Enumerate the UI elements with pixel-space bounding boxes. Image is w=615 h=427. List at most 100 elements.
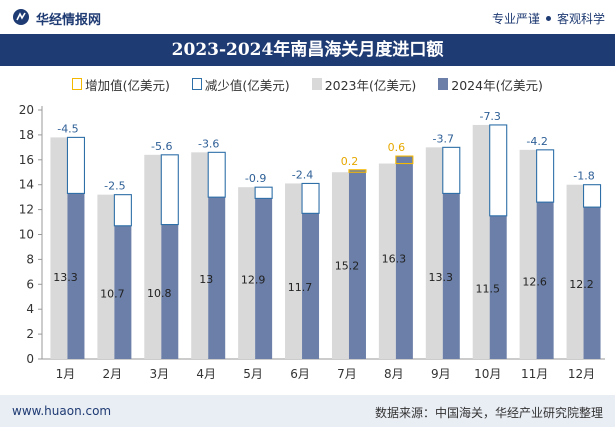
legend-swatch-2023 [311,78,322,90]
bar-2024 [161,224,179,359]
value-label-2024: 10.8 [147,287,172,300]
legend-item-2024: 2024年(亿美元) [438,74,543,94]
increase-box [348,169,367,173]
y-tick-label: 0 [26,352,34,366]
x-tick-label: 9月 [431,367,451,381]
legend-label-increase: 增加值(亿美元) [85,77,170,93]
x-tick-label: 12月 [568,367,595,381]
top-bar: 华经情报网 专业严谨 客观科学 [0,0,615,34]
value-label-2024: 12.9 [241,274,266,287]
x-tick-label: 7月 [337,367,357,381]
increase-box [395,155,414,165]
bar-2023 [378,163,396,359]
decrease-box [254,186,273,199]
slogan: 专业严谨 客观科学 [492,10,605,27]
legend-swatch-increase [72,78,83,90]
bar-2024 [442,193,460,359]
x-tick-label: 10月 [474,367,501,381]
change-label: -1.8 [573,170,594,183]
x-tick-label: 11月 [521,367,548,381]
x-tick-label: 8月 [384,367,404,381]
site-name: 华经情报网 [36,13,102,28]
bar-2023 [50,137,68,359]
x-tick-label: 6月 [290,367,310,381]
change-label: -4.5 [57,122,78,135]
bar-2024 [208,197,226,359]
bar-2024 [302,213,320,359]
legend-label-2023: 2023年(亿美元) [324,77,417,93]
x-tick-label: 2月 [103,367,123,381]
bar-2024 [114,225,132,359]
bar-2024 [67,193,85,359]
value-label-2024: 16.3 [382,253,407,266]
change-label: -3.6 [198,137,219,150]
bar-2023 [472,124,490,359]
decrease-box [113,194,132,227]
bar-2023 [285,183,303,359]
change-label: -4.2 [526,135,547,148]
bar-2023 [566,184,584,359]
change-label: 0.6 [388,141,406,154]
decrease-box [582,184,602,208]
value-label-2024: 12.6 [522,276,547,289]
footer-bar: www.huaon.com 数据来源：中国海关，华经产业研究院整理 [0,395,615,427]
bar-2024 [255,198,273,359]
y-tick-label: 14 [19,178,34,192]
y-tick-label: 4 [26,302,34,316]
change-label: -5.6 [151,140,172,153]
change-label: -0.9 [245,172,266,185]
bar-2024 [489,215,507,359]
bar-2023 [331,172,349,359]
chart-area: 0 2 4 6 8 10 12 14 16 18 20 -4.5 13.3 1月 -2.5 10.7 2月 -5.… [0,96,615,388]
y-tick-label: 8 [26,252,34,266]
y-tick-label: 6 [26,277,34,291]
bar-2023 [519,149,537,359]
slogan-left: 专业严谨 [491,12,540,26]
decrease-box [207,151,226,198]
y-tick-label: 18 [19,128,34,142]
legend-item-2023: 2023年(亿美元) [311,74,417,94]
chart-legend: 增加值(亿美元) 减少值(亿美元) 2023年(亿美元) 2024年(亿美元) [0,74,615,94]
legend-item-increase: 增加值(亿美元) [72,74,170,94]
footer-source: 数据来源：中国海关，华经产业研究院整理 [374,406,603,420]
legend-label-decrease: 减少值(亿美元) [204,77,290,93]
value-label-2024: 13 [199,273,213,286]
value-label-2024: 13.3 [429,271,454,284]
chart-title: 2023-2024年南昌海关月度进口额 [0,34,615,66]
bar-2023 [97,194,115,359]
bar-2024 [536,202,554,359]
change-label: -3.7 [433,132,454,145]
decrease-box [160,154,179,226]
bar-chart: 0 2 4 6 8 10 12 14 16 18 20 -4.5 13.3 1月 -2.5 10.7 2月 -5.… [19,103,605,381]
legend-label-2024: 2024年(亿美元) [451,77,543,93]
legend-swatch-decrease [191,78,202,90]
y-tick-label: 12 [19,203,34,217]
value-label-2024: 11.7 [288,281,313,294]
decrease-box [489,124,508,217]
slogan-dot [545,16,551,21]
x-tick-label: 4月 [196,367,216,381]
value-label-2024: 11.5 [475,282,500,295]
bar-2024 [348,169,366,359]
change-label: -7.3 [479,110,500,123]
decrease-box [536,149,555,203]
bar-2023 [191,152,209,359]
value-label-2024: 12.2 [569,278,594,291]
legend-item-decrease: 减少值(亿美元) [191,74,290,94]
x-tick-label: 1月 [56,367,76,381]
decrease-box [66,136,86,194]
y-tick-label: 10 [19,228,34,242]
value-label-2024: 13.3 [53,271,78,284]
value-label-2024: 15.2 [335,259,360,272]
bar-2024 [395,156,413,359]
change-label: -2.5 [104,180,125,193]
bar-2023 [144,154,162,359]
change-label: 0.2 [341,155,359,168]
bar-2023 [238,187,256,359]
decrease-box [301,182,320,214]
y-tick-label: 16 [19,153,34,167]
slogan-right: 客观科学 [556,12,605,26]
change-label: -2.4 [292,168,313,181]
footer-url[interactable]: www.huaon.com [12,404,112,418]
y-tick-label: 2 [26,327,34,341]
